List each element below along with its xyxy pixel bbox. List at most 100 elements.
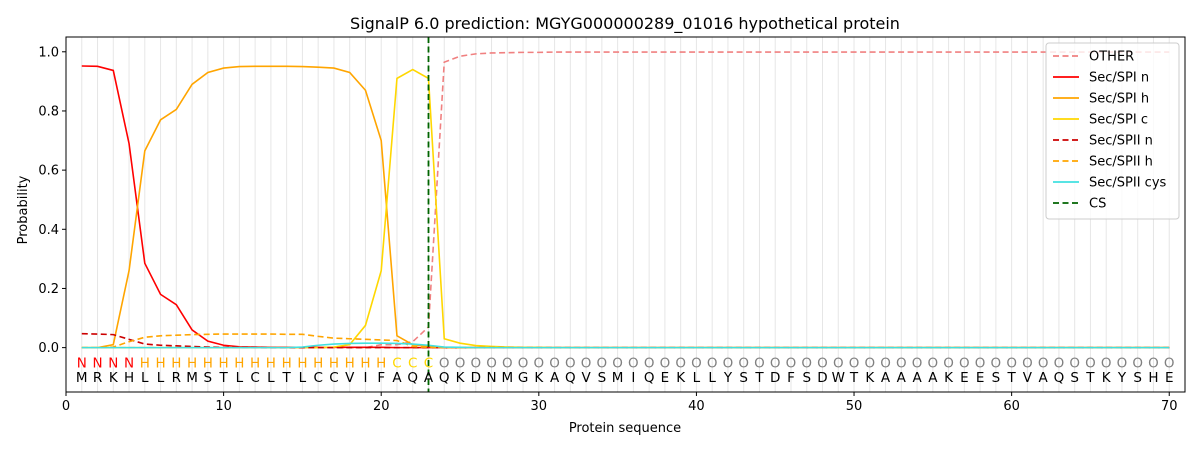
region-label: H — [360, 355, 370, 371]
legend-label: CS — [1089, 197, 1106, 212]
region-label: H — [234, 355, 244, 371]
region-label: O — [455, 355, 466, 371]
region-label: O — [533, 355, 544, 371]
residue-letter: A — [424, 370, 434, 386]
y-tick-label: 0.0 — [38, 341, 59, 356]
residue-letter: E — [661, 370, 670, 386]
legend-label: OTHER — [1089, 50, 1134, 65]
chart-title: SignalP 6.0 prediction: MGYG000000289_01… — [350, 14, 900, 34]
residue-letter: V — [581, 370, 591, 386]
legend-label: Sec/SPI h — [1089, 92, 1149, 107]
region-label: O — [1006, 355, 1017, 371]
residue-letter: Y — [1117, 370, 1127, 386]
region-label: O — [817, 355, 828, 371]
residue-letter: S — [739, 370, 748, 386]
region-label: O — [723, 355, 734, 371]
region-label: H — [345, 355, 355, 371]
region-label: H — [313, 355, 323, 371]
residue-letter: S — [204, 370, 213, 386]
y-tick-label: 0.6 — [38, 164, 59, 179]
series-line-sec-spii-cys — [81, 342, 1170, 349]
residue-letter: T — [849, 370, 859, 386]
residue-letter: A — [881, 370, 891, 386]
series-line-sec-spii-n — [81, 332, 1170, 349]
residue-letter: M — [76, 370, 88, 386]
region-label: O — [565, 355, 576, 371]
residue-letter: L — [267, 370, 275, 386]
residue-letter: L — [299, 370, 307, 386]
residue-letter: S — [992, 370, 1001, 386]
residue-letter: S — [598, 370, 607, 386]
x-tick-label: 50 — [846, 399, 863, 414]
region-label: O — [549, 355, 560, 371]
region-label: O — [975, 355, 986, 371]
residue-letter: A — [912, 370, 922, 386]
series-line-sec-spi-c — [81, 68, 1170, 349]
residue-letter: Q — [1054, 370, 1065, 386]
residue-letter: V — [345, 370, 355, 386]
region-label: O — [691, 355, 702, 371]
x-tick-label: 40 — [688, 399, 705, 414]
region-label: H — [250, 355, 260, 371]
residue-letter: F — [787, 370, 795, 386]
region-label: H — [329, 355, 339, 371]
residue-letter: I — [631, 370, 635, 386]
region-label: O — [628, 355, 639, 371]
region-label: O — [833, 355, 844, 371]
region-label: H — [266, 355, 276, 371]
region-label: H — [155, 355, 165, 371]
residue-letter: D — [471, 370, 481, 386]
residue-letter: K — [944, 370, 954, 386]
region-label: O — [1117, 355, 1128, 371]
residue-letter: K — [1102, 370, 1112, 386]
residue-letter: K — [534, 370, 544, 386]
region-label: N — [77, 355, 87, 371]
residue-letter: Y — [723, 370, 733, 386]
region-label: O — [1085, 355, 1096, 371]
region-label: O — [1132, 355, 1143, 371]
region-label: O — [470, 355, 481, 371]
residue-letter: A — [897, 370, 907, 386]
region-label: H — [282, 355, 292, 371]
residue-letter: M — [186, 370, 198, 386]
region-label: H — [219, 355, 229, 371]
residue-letter: R — [93, 370, 102, 386]
residue-letter: H — [1148, 370, 1158, 386]
region-label: O — [597, 355, 608, 371]
region-label: N — [92, 355, 102, 371]
region-label: O — [675, 355, 686, 371]
region-label: O — [801, 355, 812, 371]
y-tick-label: 0.8 — [38, 104, 59, 119]
residue-letter: Q — [565, 370, 576, 386]
y-tick-label: 1.0 — [38, 45, 59, 60]
residue-letter: S — [1070, 370, 1079, 386]
residue-letter: Q — [439, 370, 450, 386]
region-label: C — [392, 355, 401, 371]
series-line-other — [81, 51, 1170, 349]
residue-letter: K — [865, 370, 875, 386]
residue-letter: T — [754, 370, 764, 386]
residue-letter: T — [218, 370, 228, 386]
region-label: O — [439, 355, 450, 371]
residue-letter: W — [832, 370, 845, 386]
region-label: O — [644, 355, 655, 371]
region-label: O — [581, 355, 592, 371]
region-label: O — [518, 355, 529, 371]
residue-letter: L — [693, 370, 701, 386]
region-label: O — [1022, 355, 1033, 371]
region-label: O — [738, 355, 749, 371]
y-axis-title: Probability — [16, 175, 31, 244]
x-tick-label: 20 — [373, 399, 390, 414]
region-label: O — [912, 355, 923, 371]
region-label: H — [187, 355, 197, 371]
residue-letter: K — [456, 370, 466, 386]
residue-letter: T — [1007, 370, 1017, 386]
residue-letter: L — [708, 370, 716, 386]
region-label: O — [770, 355, 781, 371]
region-label: O — [754, 355, 765, 371]
region-label: H — [203, 355, 213, 371]
region-label: O — [1069, 355, 1080, 371]
residue-letter: E — [960, 370, 969, 386]
residue-letter: M — [501, 370, 513, 386]
